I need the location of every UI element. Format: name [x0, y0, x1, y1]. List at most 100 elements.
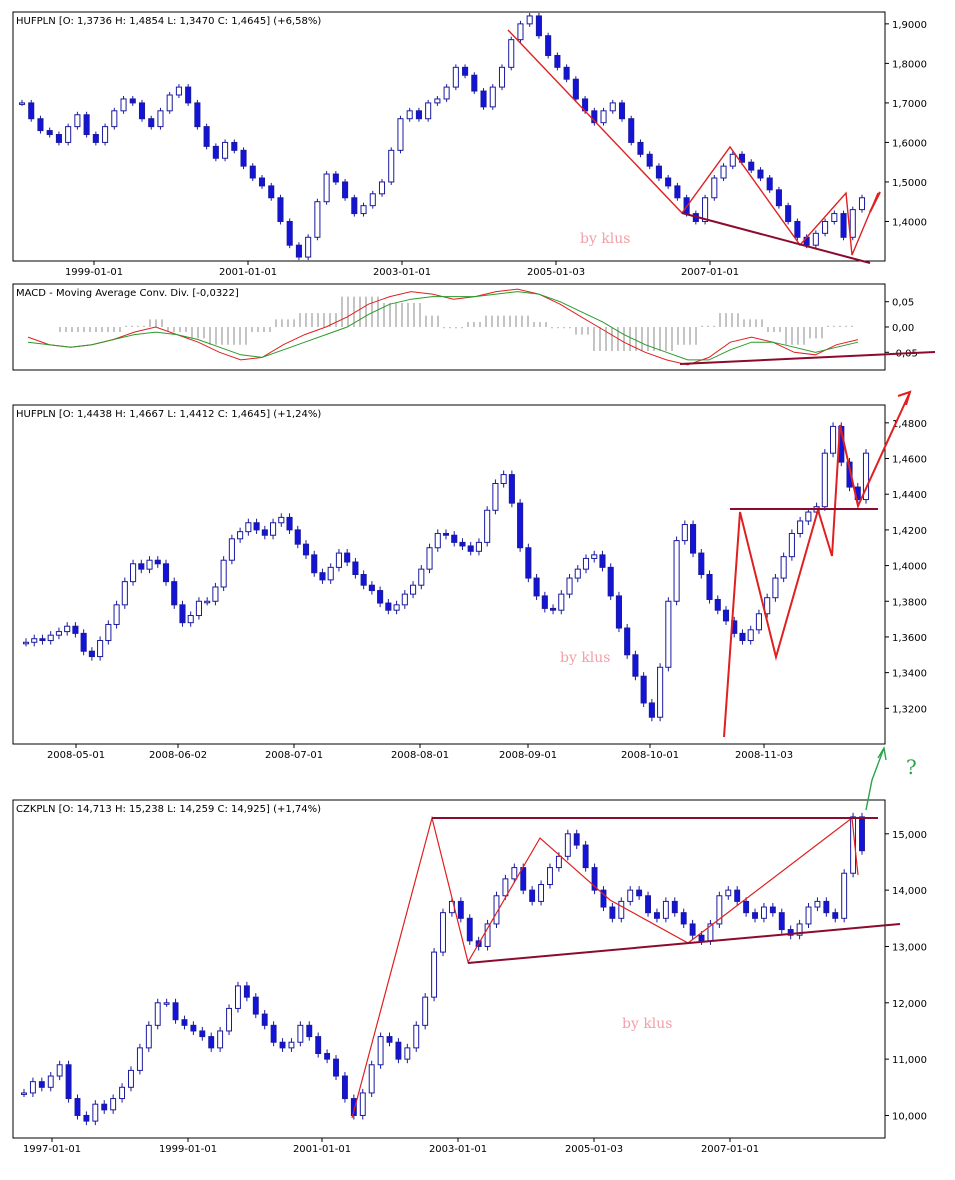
panel1-x-ticks: 1999-01-01 2001-01-01 2003-01-01 2005-01-03…: [65, 261, 739, 278]
candle-body: [680, 912, 687, 925]
candle-body: [397, 118, 404, 151]
candle-body: [805, 906, 812, 925]
candle-body: [480, 90, 487, 108]
candle-body: [360, 574, 367, 586]
candle-body: [190, 1024, 197, 1032]
candle-body: [323, 173, 330, 203]
candle-body: [237, 531, 244, 540]
candle-body: [368, 1064, 375, 1094]
candle-body: [258, 177, 266, 187]
candle-body: [319, 572, 326, 581]
p4-green-arrow: [865, 746, 887, 811]
candle-body: [609, 102, 616, 112]
candle-body: [529, 889, 536, 902]
candle-body: [138, 563, 145, 570]
y-tick-label: 1,7000: [892, 99, 927, 110]
candle-body: [286, 220, 293, 246]
candle-body: [796, 923, 803, 936]
y-tick-label: 1,5000: [892, 178, 927, 189]
candle-body: [654, 912, 660, 919]
candle-body: [120, 98, 127, 112]
candle-body: [175, 86, 182, 96]
candle-body: [335, 552, 342, 568]
candle-body: [83, 114, 90, 136]
y-tick-label: 13,000: [892, 942, 927, 953]
candle-body: [591, 110, 598, 124]
candle-body: [111, 110, 118, 128]
candle-body: [734, 889, 741, 902]
candle-body: [563, 66, 570, 80]
hufpln-daily-panel: HUFPLN [O: 1,4438 H: 1,4667 L: 1,4412 C:…: [12, 390, 927, 761]
candle-body: [385, 602, 392, 611]
p3-zigzag: [723, 391, 911, 738]
candle-body: [729, 153, 736, 167]
candle-body: [138, 102, 146, 120]
candle-body: [105, 623, 112, 642]
candle-body: [780, 556, 787, 579]
panel1-trendlines: [507, 29, 881, 264]
candle-body: [148, 118, 155, 128]
panel3-frame: [12, 404, 886, 745]
x-tick-label: 2008-06-02: [149, 750, 207, 761]
y-tick-label: 1,4600: [892, 455, 927, 466]
candle-body: [350, 1098, 357, 1116]
y-tick-label: 1,3800: [892, 597, 927, 608]
candle-body: [172, 1002, 179, 1021]
candle-body: [755, 613, 762, 631]
candle-body: [648, 702, 655, 718]
candle-body: [231, 141, 238, 151]
candle-body: [252, 996, 259, 1015]
candle-body: [788, 532, 795, 558]
candle-body: [426, 547, 433, 570]
candle-body: [550, 607, 557, 611]
y-tick-label: 1,8000: [892, 59, 927, 70]
candle-body: [18, 102, 26, 105]
candle-body: [862, 452, 870, 501]
candle-body: [624, 627, 631, 656]
candle-body: [102, 126, 109, 143]
candle-body: [636, 889, 643, 897]
x-tick-label: 1999-01-01: [159, 1144, 217, 1155]
candle-body: [462, 66, 469, 76]
candle-body: [279, 1041, 286, 1049]
candle-body: [22, 641, 30, 645]
candle-body: [517, 502, 524, 549]
p4-support-line: [467, 923, 901, 964]
candle-body: [97, 640, 104, 658]
candle-body: [341, 1075, 348, 1100]
candle-body: [492, 483, 499, 511]
candle-body: [157, 110, 164, 128]
candle-body: [64, 625, 71, 633]
candle-body: [268, 185, 275, 199]
candle-body: [787, 929, 794, 936]
candle-body: [88, 650, 95, 658]
candle-body: [442, 532, 450, 536]
candle-body: [689, 923, 696, 936]
x-tick-label: 2005-01-03: [565, 1144, 623, 1155]
candle-body: [74, 114, 81, 128]
candle-body: [245, 522, 252, 533]
candle-body: [21, 1092, 27, 1095]
candle-body: [56, 1064, 63, 1077]
macd-panel: MACD - Moving Average Conv. Div. [-0,032…: [12, 283, 936, 371]
candle-body: [415, 110, 422, 120]
candle-body: [769, 906, 776, 914]
candle-body: [171, 581, 178, 606]
candle-body: [434, 98, 441, 104]
candle-body: [738, 153, 746, 163]
candle-body: [640, 675, 647, 704]
panel3-y-ticks: 1,4800 1,4600 1,4400 1,4200 1,4000 1,3800 1,36…: [885, 419, 927, 715]
candle-body: [226, 1007, 232, 1032]
candle-body: [657, 666, 664, 718]
y-tick-label: 1,4400: [892, 490, 927, 501]
candle-body: [698, 934, 705, 942]
panel4-watermark: by klus: [622, 1016, 672, 1032]
candle-body: [484, 923, 491, 947]
candle-body: [690, 524, 697, 554]
candle-body: [199, 1030, 206, 1038]
candle-body: [525, 547, 532, 579]
candle-body: [778, 912, 785, 931]
y-tick-label: 1,4000: [892, 562, 927, 573]
candle-body: [665, 177, 672, 187]
candle-body: [564, 833, 571, 857]
